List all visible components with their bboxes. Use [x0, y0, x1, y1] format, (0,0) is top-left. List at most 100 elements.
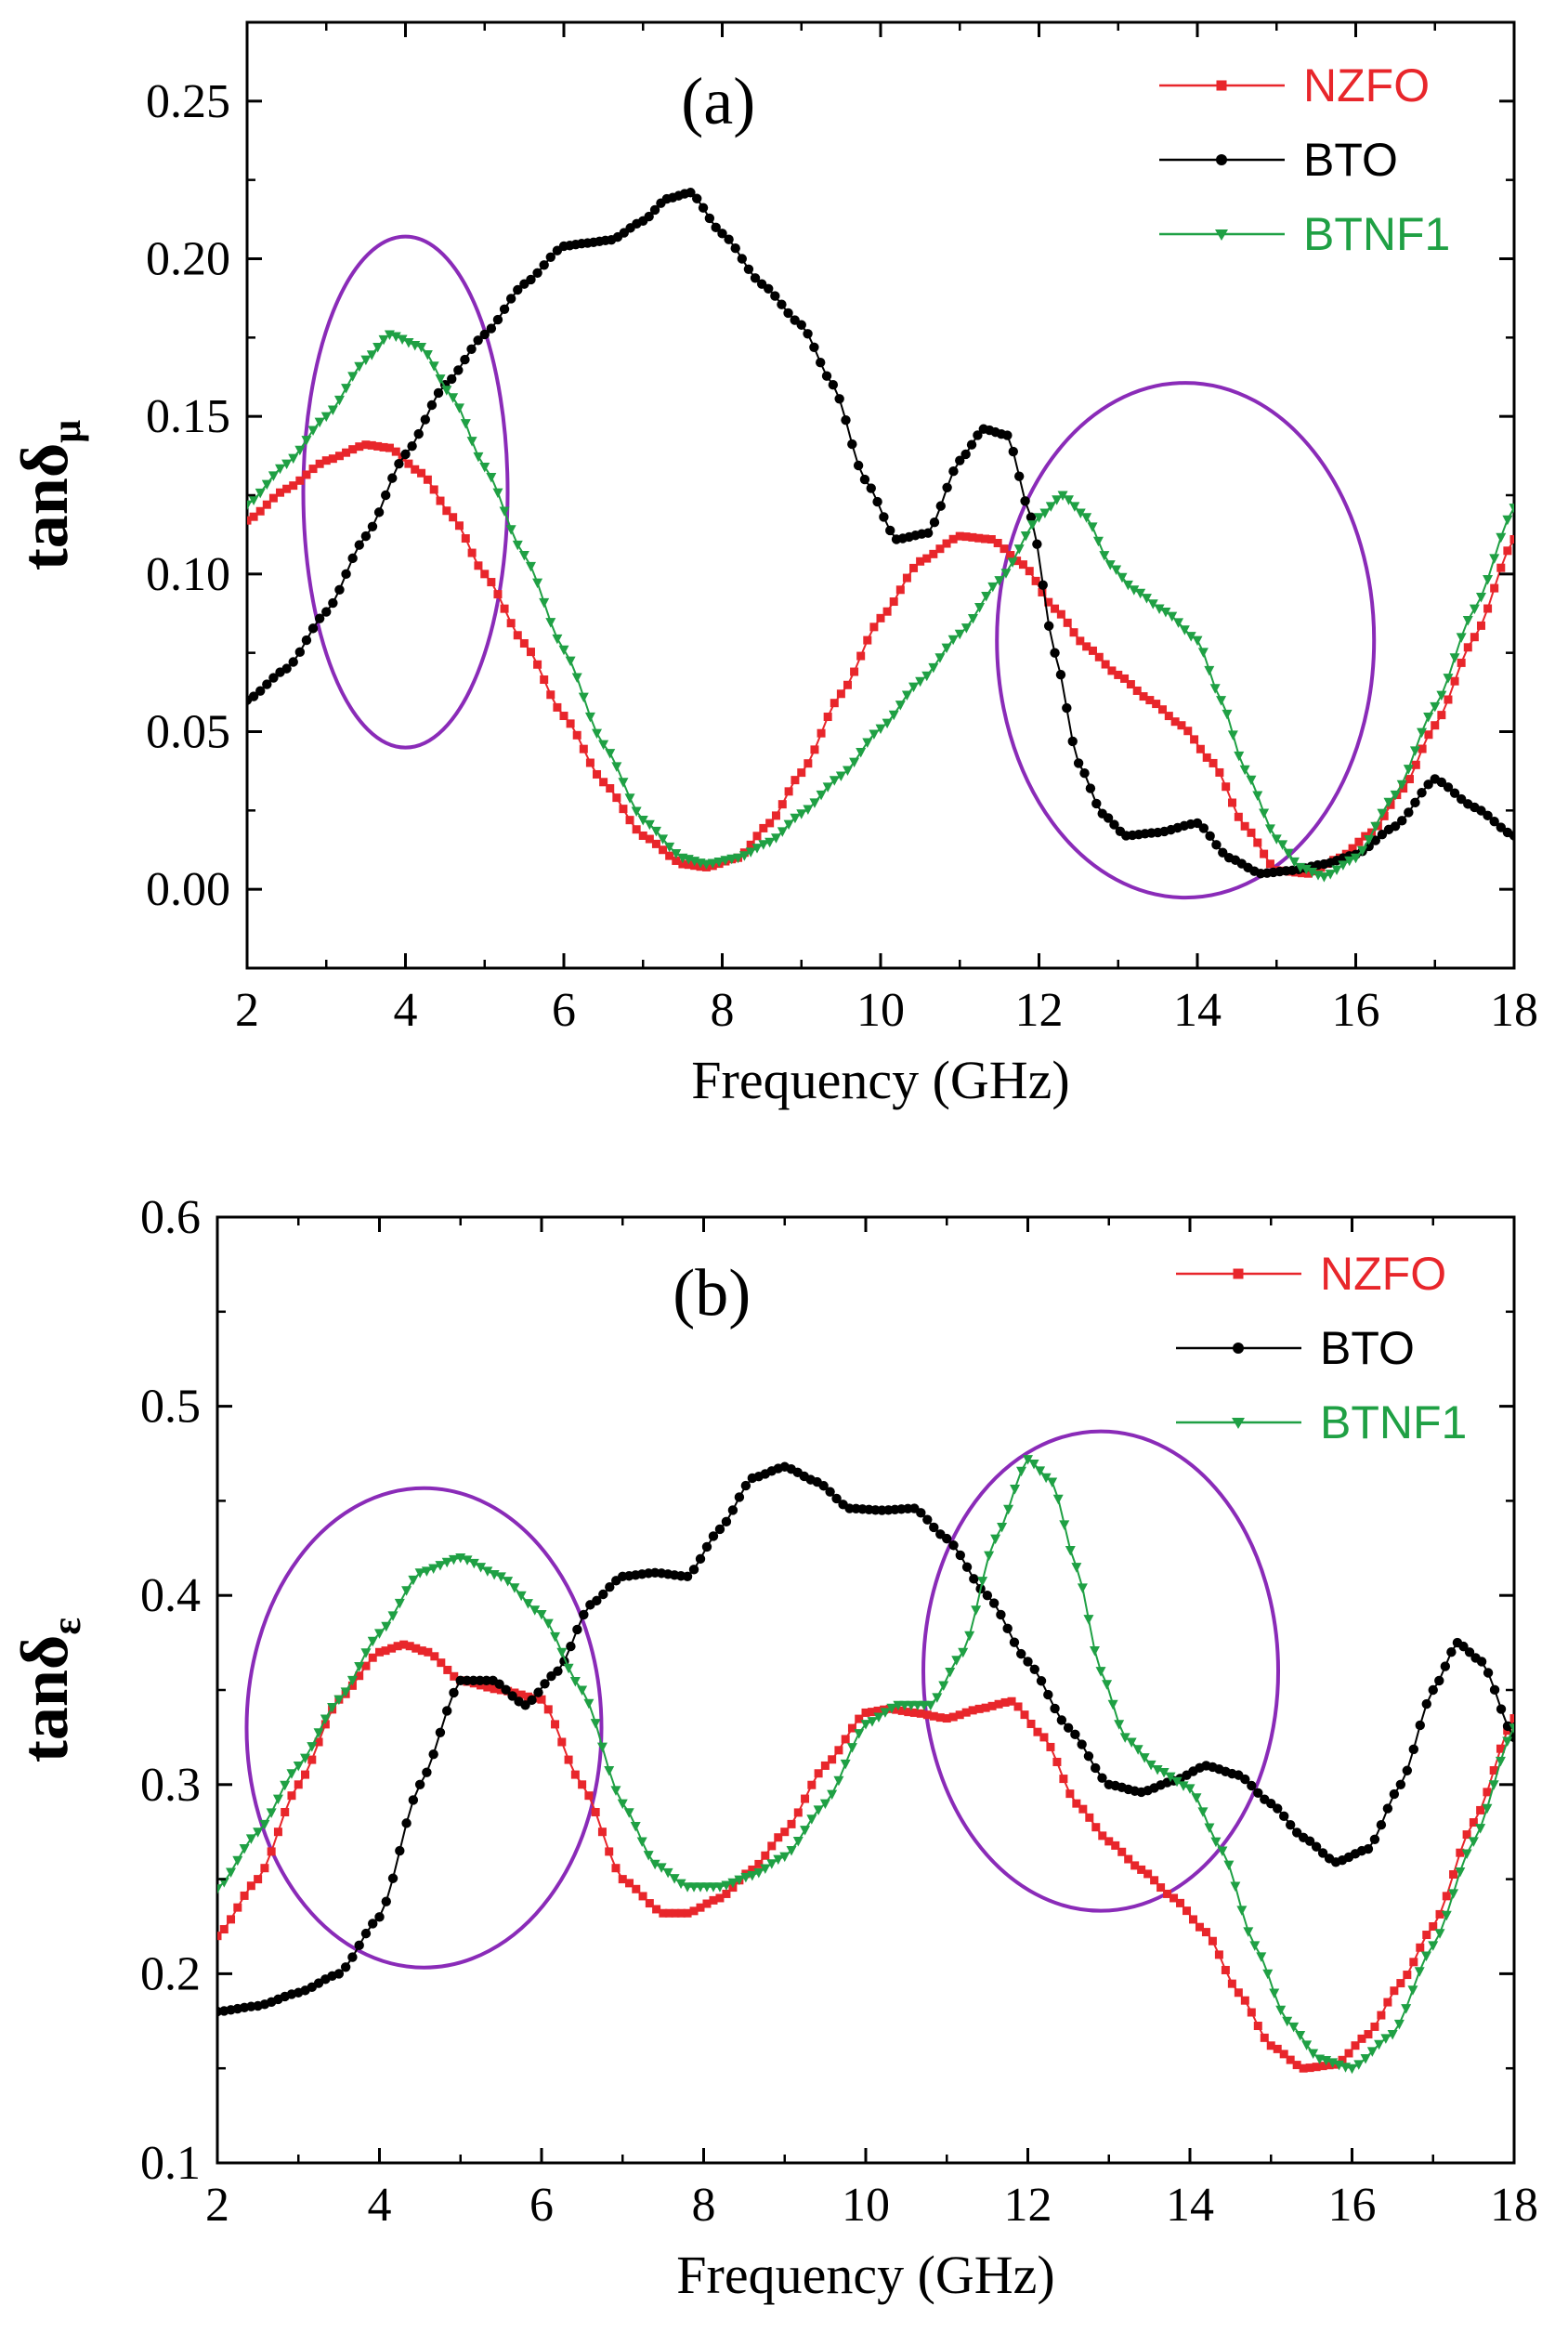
data-point	[287, 1791, 296, 1801]
data-point	[709, 1895, 718, 1905]
data-point	[809, 342, 819, 352]
data-point	[745, 847, 756, 858]
data-point	[597, 1828, 607, 1837]
data-point	[651, 839, 660, 848]
data-point	[1192, 635, 1203, 647]
data-point	[248, 495, 259, 506]
data-point	[422, 1767, 432, 1777]
data-point	[664, 842, 675, 853]
data-point	[334, 452, 344, 461]
data-point	[566, 1641, 576, 1652]
data-point	[961, 532, 971, 542]
data-point	[1129, 585, 1140, 596]
data-point	[658, 834, 669, 845]
data-point	[771, 811, 780, 820]
data-point	[825, 1487, 835, 1497]
data-point	[596, 1742, 608, 1753]
data-point	[1247, 1780, 1257, 1791]
data-point	[702, 1899, 712, 1908]
data-point	[700, 859, 712, 871]
data-point	[373, 507, 385, 517]
data-point	[1039, 1733, 1049, 1742]
data-point	[1436, 690, 1447, 701]
data-point	[1370, 2022, 1379, 2031]
data-point	[308, 465, 318, 474]
data-point	[1312, 2063, 1321, 2072]
data-point	[420, 414, 431, 425]
data-point	[1462, 615, 1473, 626]
data-point	[577, 1685, 588, 1696]
data-point	[1403, 765, 1414, 775]
data-point	[1430, 701, 1441, 713]
data-point	[954, 629, 965, 640]
data-point	[495, 1572, 506, 1582]
data-point	[872, 496, 882, 507]
data-point	[1351, 2041, 1360, 2050]
data-point	[737, 254, 748, 264]
data-point	[964, 1631, 975, 1642]
data-point	[429, 485, 438, 494]
data-point	[822, 782, 833, 793]
data-point	[381, 1896, 391, 1906]
data-point	[1436, 777, 1447, 788]
data-point	[361, 1661, 371, 1670]
data-point	[1444, 695, 1453, 704]
data-point	[490, 1684, 499, 1694]
data-point	[466, 344, 477, 354]
data-point	[856, 748, 867, 758]
data-point	[1395, 1779, 1406, 1790]
data-point	[783, 308, 793, 319]
data-point	[1482, 1803, 1493, 1814]
data-point	[909, 563, 919, 572]
data-point	[1209, 684, 1221, 694]
data-point	[1364, 2030, 1373, 2039]
data-point	[385, 443, 394, 452]
data-point	[404, 459, 413, 468]
data-point	[1104, 560, 1116, 570]
data-point	[1091, 1762, 1101, 1774]
data-point	[1211, 840, 1222, 850]
data-point	[558, 645, 569, 656]
series-nzfo	[247, 440, 1514, 878]
data-point	[934, 653, 946, 663]
data-point	[355, 1671, 364, 1681]
data-point	[572, 730, 581, 740]
data-point	[1470, 633, 1479, 642]
data-point	[686, 188, 696, 198]
data-point	[856, 651, 866, 661]
data-point	[430, 1652, 439, 1661]
data-point	[758, 840, 769, 850]
legend-item-nzfo: NZFO	[1176, 1248, 1446, 1300]
data-point	[551, 1720, 560, 1729]
data-point	[892, 1705, 901, 1714]
data-point	[579, 744, 588, 753]
data-point	[879, 512, 889, 522]
legend-label: NZFO	[1320, 1248, 1446, 1300]
data-point	[787, 1819, 796, 1828]
data-point	[327, 405, 338, 416]
data-point	[245, 1834, 256, 1844]
data-point	[450, 1671, 459, 1681]
data-point	[421, 1566, 432, 1577]
data-point	[1034, 513, 1044, 523]
data-point	[448, 393, 459, 403]
data-point	[981, 534, 990, 544]
data-point	[777, 800, 787, 809]
data-point	[1085, 783, 1096, 793]
data-point	[935, 1713, 945, 1723]
data-point	[1176, 1898, 1185, 1907]
data-point	[1156, 1883, 1166, 1893]
data-point	[1421, 1698, 1431, 1710]
data-point	[266, 1808, 277, 1818]
data-point	[1013, 557, 1022, 566]
data-point	[847, 1723, 856, 1733]
data-point	[496, 1685, 505, 1695]
data-point	[721, 1516, 732, 1527]
data-point	[678, 859, 687, 869]
data-point	[518, 550, 529, 561]
y-tick-label: 0.6	[140, 1191, 201, 1244]
data-point	[925, 1700, 936, 1711]
data-point	[1338, 2055, 1347, 2064]
data-point	[302, 470, 311, 479]
data-point	[522, 1599, 533, 1609]
